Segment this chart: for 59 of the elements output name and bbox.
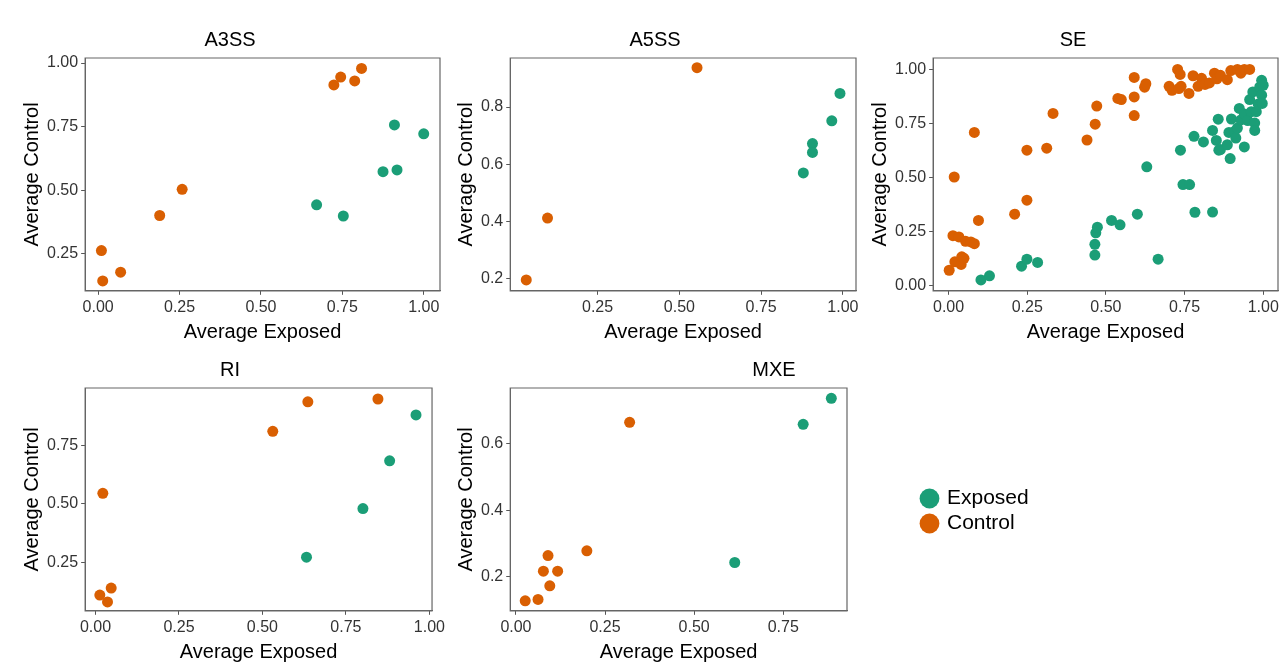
chart-title: RI	[220, 357, 240, 380]
x-tick-label: 0.00	[932, 297, 965, 315]
x-tick-label: 0.75	[330, 617, 362, 635]
y-tick-label: 1.00	[47, 53, 79, 71]
x-axis-title: Average Exposed	[599, 639, 758, 662]
y-axis-title: Average Control	[19, 102, 42, 247]
y-tick-label: 0.50	[895, 168, 927, 186]
y-tick-label: 0.2	[480, 268, 504, 286]
legend-label: Control	[947, 510, 1015, 534]
y-tick-label: 0.00	[895, 276, 927, 294]
chart-title: A3SS	[204, 27, 256, 50]
chart-title: MXE	[752, 357, 796, 380]
x-tick-label: 1.00	[827, 297, 859, 315]
y-tick-label: 0.25	[47, 244, 79, 262]
x-tick-label: 0.25	[1011, 297, 1043, 315]
chart-title: SE	[1059, 27, 1087, 50]
x-tick-label: 1.00	[1247, 297, 1279, 315]
x-axis-title: Average Exposed	[604, 319, 762, 342]
y-tick-label: 0.50	[47, 180, 79, 198]
y-tick-label: 0.50	[47, 494, 79, 512]
y-tick-label: 0.4	[480, 211, 504, 229]
x-tick-label: 0.50	[245, 297, 277, 315]
y-axis-title: Average Control	[867, 102, 890, 247]
y-axis-title: Average Control	[453, 102, 476, 247]
y-tick-label: 0.75	[895, 113, 927, 131]
x-tick-label: 0.50	[246, 617, 279, 635]
x-tick-label: 0.75	[767, 617, 799, 635]
y-axis-title: Average Control	[19, 427, 42, 572]
y-tick-label: 0.25	[895, 222, 927, 240]
y-tick-label: 0.75	[47, 117, 79, 135]
x-tick-label: 0.00	[500, 617, 532, 635]
y-tick-label: 0.6	[480, 154, 504, 172]
x-axis-title: Average Exposed	[1026, 319, 1185, 342]
y-tick-label: 1.00	[895, 59, 927, 77]
x-tick-label: 0.00	[82, 297, 114, 315]
y-tick-label: 0.75	[47, 435, 79, 453]
x-tick-label: 0.75	[326, 297, 358, 315]
x-axis-title: Average Exposed	[183, 319, 342, 342]
x-tick-label: 1.00	[413, 617, 446, 635]
y-tick-label: 0.4	[480, 500, 504, 518]
x-tick-label: 1.00	[408, 297, 440, 315]
x-tick-label: 0.00	[79, 617, 112, 635]
x-tick-label: 0.25	[163, 297, 196, 315]
x-tick-label: 0.75	[745, 297, 777, 315]
x-tick-label: 0.50	[678, 617, 710, 635]
x-tick-label: 0.25	[163, 617, 195, 635]
y-axis-title: Average Control	[453, 427, 476, 572]
x-tick-label: 0.50	[663, 297, 696, 315]
y-tick-label: 0.25	[47, 552, 79, 570]
x-axis-title: Average Exposed	[179, 639, 338, 662]
legend-label: Exposed	[947, 485, 1029, 509]
y-tick-label: 0.2	[480, 567, 504, 585]
x-tick-label: 0.25	[582, 297, 614, 315]
x-tick-label: 0.25	[589, 617, 621, 635]
y-tick-label: 0.8	[480, 97, 504, 115]
x-tick-label: 0.75	[1168, 297, 1201, 315]
chart-title: A5SS	[629, 27, 681, 50]
x-tick-label: 0.50	[1090, 297, 1122, 315]
y-tick-label: 0.6	[480, 434, 504, 452]
